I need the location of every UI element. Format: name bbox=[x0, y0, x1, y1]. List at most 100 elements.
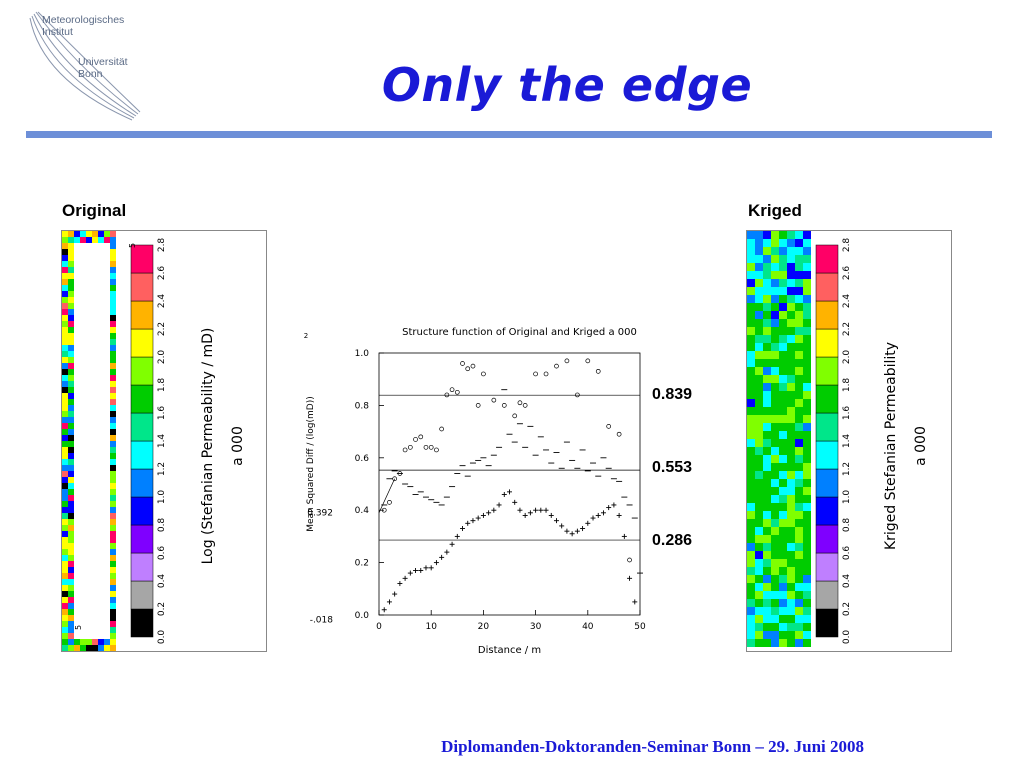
kriged-cell bbox=[771, 311, 779, 319]
original-cell bbox=[110, 333, 116, 339]
kriged-cell bbox=[787, 367, 795, 375]
original-cell bbox=[98, 639, 104, 645]
plus-point bbox=[569, 531, 575, 537]
kriged-cell bbox=[771, 359, 779, 367]
original-cell bbox=[62, 417, 68, 423]
original-cell bbox=[68, 429, 74, 435]
colorbar-cell bbox=[815, 356, 839, 386]
kriged-cell bbox=[803, 247, 811, 255]
original-cell bbox=[110, 423, 116, 429]
kriged-cell bbox=[795, 599, 803, 607]
original-cell bbox=[110, 261, 116, 267]
y-extra-label: -.018 bbox=[310, 616, 334, 626]
kriged-cell bbox=[779, 327, 787, 335]
circle-point bbox=[575, 392, 580, 398]
original-cell bbox=[110, 525, 116, 531]
kriged-cell bbox=[755, 407, 763, 415]
kriged-cell bbox=[779, 279, 787, 287]
plus-point bbox=[632, 599, 638, 605]
kriged-cell bbox=[795, 535, 803, 543]
original-cell bbox=[68, 411, 74, 417]
original-cell bbox=[62, 471, 68, 477]
colorbar-tick-label: 1.6 bbox=[157, 406, 167, 421]
kriged-cell bbox=[763, 255, 771, 263]
kriged-cell bbox=[755, 231, 763, 239]
colorbar-cell bbox=[815, 552, 839, 582]
original-cell bbox=[62, 585, 68, 591]
original-cell bbox=[110, 495, 116, 501]
original-map: 0.0 0.2 0.4 0.6 0.8 1.0 1.2 1.4 1.6 1.8 2.0 2.2 2.4 2… bbox=[62, 231, 246, 651]
original-cell bbox=[62, 231, 68, 237]
circle-point bbox=[616, 431, 622, 437]
colorbar-tick-label: 2.0 bbox=[842, 350, 852, 365]
kriged-cell bbox=[803, 375, 811, 383]
plus-point bbox=[611, 502, 617, 508]
x-tick-label: 20 bbox=[478, 622, 490, 632]
kriged-cell bbox=[747, 463, 755, 471]
kriged-cell bbox=[747, 335, 755, 343]
original-cell bbox=[62, 297, 68, 303]
circle-point bbox=[554, 363, 559, 369]
kriged-cell bbox=[787, 487, 795, 495]
colorbar-tick-label: 0.6 bbox=[842, 546, 852, 561]
original-cell bbox=[110, 309, 116, 315]
plus-point bbox=[465, 520, 471, 526]
colorbar-tick-label: 1.8 bbox=[157, 378, 167, 393]
kriged-cell bbox=[779, 239, 787, 247]
kriged-cell bbox=[747, 367, 755, 375]
kriged-cell bbox=[747, 479, 755, 487]
plus-point bbox=[543, 507, 549, 513]
kriged-cell bbox=[803, 639, 811, 647]
colorbar-tick-label: 2.4 bbox=[842, 294, 852, 309]
kriged-cell bbox=[771, 343, 779, 351]
original-cell bbox=[110, 387, 116, 393]
kriged-cell bbox=[771, 495, 779, 503]
kriged-cell bbox=[795, 247, 803, 255]
colorbar-cell bbox=[815, 272, 839, 302]
kriged-cell bbox=[755, 295, 763, 303]
plus-point bbox=[595, 512, 601, 518]
original-cell bbox=[110, 267, 116, 273]
kriged-cell bbox=[803, 263, 811, 271]
kriged-cell bbox=[763, 511, 771, 519]
y-tick-label: 0.6 bbox=[355, 454, 370, 464]
original-cell bbox=[104, 231, 110, 237]
y-tick-label: 0.0 bbox=[355, 611, 370, 621]
plus-point bbox=[381, 607, 387, 613]
original-cell bbox=[68, 585, 74, 591]
kriged-cell bbox=[771, 351, 779, 359]
colorbar-tick-label: 0.0 bbox=[157, 630, 167, 645]
original-cell bbox=[110, 231, 116, 237]
original-cell bbox=[110, 603, 116, 609]
kriged-cell bbox=[763, 487, 771, 495]
original-cell bbox=[110, 549, 116, 555]
kriged-cell bbox=[779, 447, 787, 455]
kriged-cell bbox=[771, 407, 779, 415]
model-curve bbox=[378, 478, 395, 513]
original-cell bbox=[110, 351, 116, 357]
original-cell bbox=[68, 363, 74, 369]
kriged-cell bbox=[747, 431, 755, 439]
plus-point bbox=[564, 528, 570, 534]
kriged-cell bbox=[803, 239, 811, 247]
kriged-cell bbox=[771, 375, 779, 383]
original-cell bbox=[68, 459, 74, 465]
colorbar-cell bbox=[815, 496, 839, 526]
kriged-cell bbox=[747, 599, 755, 607]
kriged-cell bbox=[755, 463, 763, 471]
original-cell bbox=[68, 483, 74, 489]
original-cell bbox=[62, 435, 68, 441]
original-cell bbox=[62, 507, 68, 513]
kriged-cell bbox=[755, 415, 763, 423]
original-cell bbox=[62, 645, 68, 651]
original-cell bbox=[110, 375, 116, 381]
y-tick-label: 0.2 bbox=[355, 559, 369, 569]
kriged-cell bbox=[787, 423, 795, 431]
kriged-cell bbox=[803, 631, 811, 639]
kriged-cell bbox=[779, 311, 787, 319]
original-cell bbox=[68, 255, 74, 261]
circle-point bbox=[407, 444, 413, 450]
kriged-cell bbox=[787, 447, 795, 455]
circle-point bbox=[428, 444, 434, 450]
title-divider bbox=[26, 131, 992, 138]
